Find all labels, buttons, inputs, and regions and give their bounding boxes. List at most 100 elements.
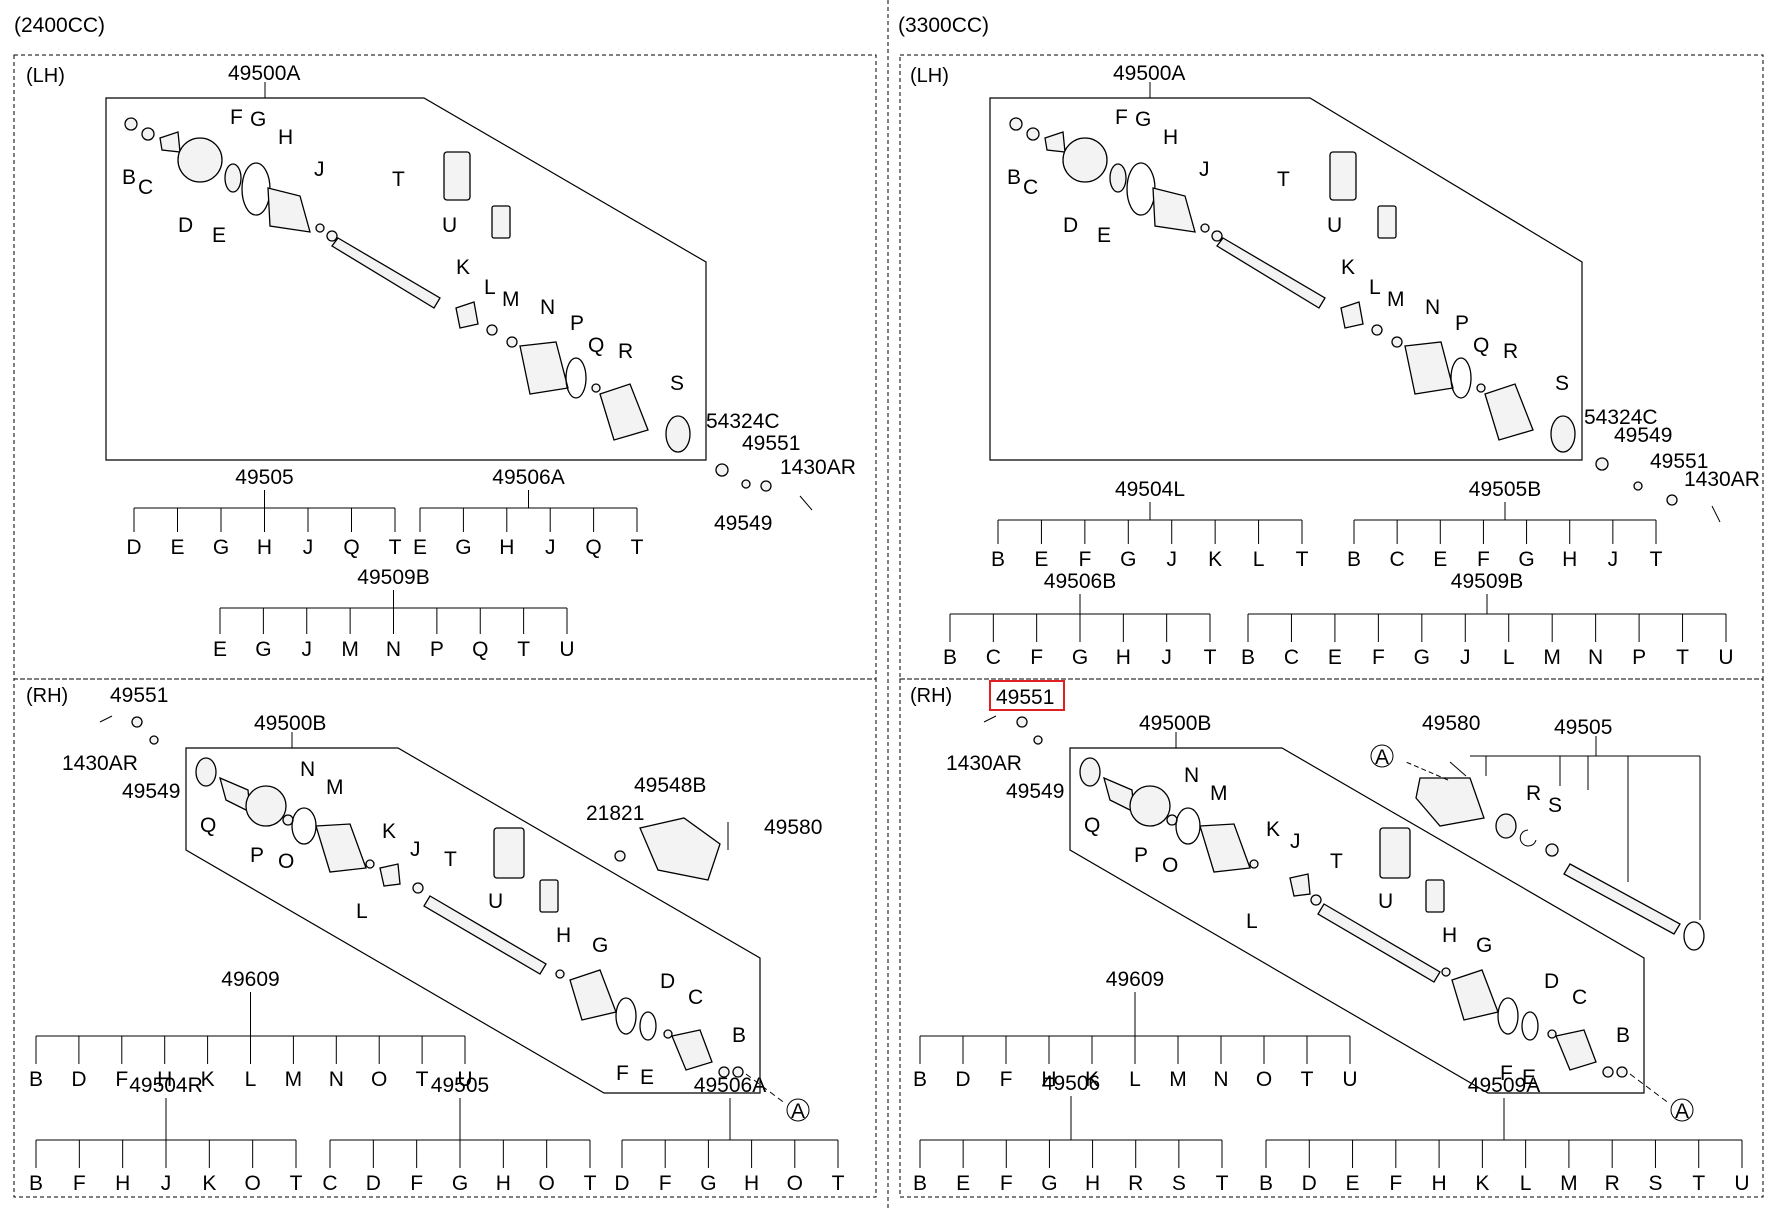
callout-labels: 49551 1430AR 49549 Q P O N M L K J T U 4… (946, 686, 1694, 1123)
callout: U (1327, 214, 1342, 237)
callout: A (1375, 746, 1389, 769)
callout: F (230, 106, 243, 129)
tree-item-label: U (1734, 1172, 1749, 1195)
tree-item-label: O (244, 1172, 260, 1195)
tree-item-label: J (1161, 646, 1172, 669)
tree-item-label: M (1169, 1068, 1187, 1091)
tree-item-label: H (1116, 646, 1131, 669)
tree-item-label: N (1588, 646, 1603, 669)
tree-item-label: N (1213, 1068, 1228, 1091)
callout: 1430AR (946, 752, 1022, 775)
assembly-code: 49500A (228, 62, 300, 85)
callout: K (382, 820, 396, 843)
tree-item-label: J (1166, 548, 1177, 571)
tree-item-label: T (832, 1172, 845, 1195)
tree-item-label: T (631, 536, 644, 559)
tree-item-label: D (126, 536, 141, 559)
part-tree: 49509B E G J M N P Q T U (213, 566, 575, 661)
callout: 49549 (122, 780, 180, 803)
tree-item-label: K (1475, 1172, 1489, 1195)
tree-item-label: H (157, 1068, 172, 1091)
callout: R (618, 340, 633, 363)
callout: A (1675, 1100, 1689, 1123)
tree-code: 49506A (492, 466, 564, 489)
callout: Q (200, 814, 216, 837)
tree-item-label: B (29, 1172, 43, 1195)
tree-item-label: Q (585, 536, 601, 559)
tree-item-label: H (115, 1172, 130, 1195)
callout: A (791, 1100, 805, 1123)
callout: H (556, 924, 571, 947)
tree-item-label: L (1253, 548, 1265, 571)
tree-item-label: T (1676, 646, 1689, 669)
callout: L (484, 276, 496, 299)
tree-item-label: J (1608, 548, 1619, 571)
tree-item-label: B (29, 1068, 43, 1091)
callout-labels: B C D E F G H J K L M N P Q R S T U 5432… (122, 106, 856, 535)
callout: F (1115, 106, 1128, 129)
callout: 49551 (742, 432, 800, 455)
callout: C (688, 986, 703, 1009)
tree-item-label: B (913, 1172, 927, 1195)
tree-item-label: T (416, 1068, 429, 1091)
part-tree: 49506A D F G H O T (614, 1074, 844, 1195)
callout: L (356, 900, 368, 923)
tree-item-label: D (955, 1068, 970, 1091)
callout: M (1387, 288, 1405, 311)
tree-item-label: P (430, 638, 444, 661)
tree-item-label: T (1692, 1172, 1705, 1195)
callout: Q (1473, 334, 1489, 357)
tree-item-label: F (1372, 646, 1385, 669)
part-tree: 49504R B F H J K O T (29, 1074, 303, 1195)
callout: K (1266, 818, 1280, 841)
tree-item-label: F (410, 1172, 423, 1195)
tree-item-label: B (913, 1068, 927, 1091)
tree-item-label: N (386, 638, 401, 661)
tree-code: 49509B (357, 566, 429, 589)
tree-item-label: M (341, 638, 359, 661)
shaft-parts (99, 715, 787, 1105)
tree-item-label: E (1034, 548, 1048, 571)
callout: 49549 (714, 512, 772, 535)
tree-item-label: T (389, 536, 402, 559)
highlight-box (989, 680, 1065, 711)
callout: M (502, 288, 520, 311)
tree-item-label: H (1085, 1172, 1100, 1195)
callout: G (592, 934, 608, 957)
tree-code: 49506A (694, 1074, 766, 1097)
callout: J (1199, 158, 1210, 181)
tree-item-label: C (1284, 646, 1299, 669)
tree-item-label: Q (472, 638, 488, 661)
tree-item-label: S (1172, 1172, 1186, 1195)
callout: G (250, 108, 266, 131)
tree-item-label: B (991, 548, 1005, 571)
callout: C (138, 176, 153, 199)
tree-item-label: G (452, 1172, 468, 1195)
tree-item-label: L (1129, 1068, 1141, 1091)
callout: 1430AR (780, 456, 856, 479)
callout: E (1522, 1066, 1536, 1089)
tree-item-label: O (1256, 1068, 1272, 1091)
tree-item-label: T (584, 1172, 597, 1195)
tree-item-label: G (455, 536, 471, 559)
tree-item-label: F (1477, 548, 1490, 571)
callout: P (570, 312, 584, 335)
callout: T (1330, 850, 1343, 873)
callout: F (1500, 1062, 1513, 1085)
column-header-3300cc: (3300CC) (898, 14, 989, 37)
tree-item-label: D (71, 1068, 86, 1091)
tree-item-label: U (457, 1068, 472, 1091)
tree-item-label: B (1241, 646, 1255, 669)
callout: E (1097, 224, 1111, 247)
callout: G (1476, 934, 1492, 957)
tree-code: 49506 (1042, 1072, 1100, 1095)
tree-item-label: J (302, 638, 313, 661)
tree-item-label: L (1503, 646, 1515, 669)
callout: 1430AR (62, 752, 138, 775)
callout: D (1063, 214, 1078, 237)
tree-item-label: K (201, 1068, 215, 1091)
tree-item-label: M (285, 1068, 303, 1091)
callout: N (1184, 764, 1199, 787)
callout: 49580 (764, 816, 822, 839)
